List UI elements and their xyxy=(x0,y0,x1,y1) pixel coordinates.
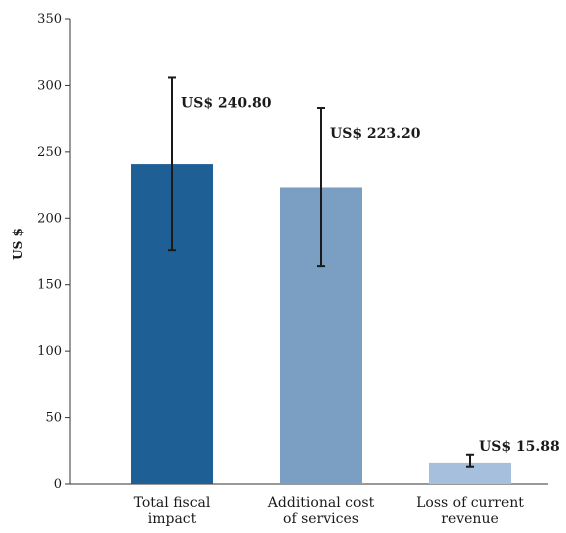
data-label: US$ 223.20 xyxy=(330,126,421,142)
y-tick-label: 300 xyxy=(37,78,62,93)
error-bars xyxy=(168,76,474,468)
y-tick-label: 150 xyxy=(37,278,62,293)
y-tick-label: 250 xyxy=(37,145,62,160)
x-category-label: Loss of current xyxy=(416,495,524,511)
x-category-label: of services xyxy=(283,511,359,527)
y-tick-label: 0 xyxy=(54,477,62,492)
data-label: US$ 15.88 xyxy=(479,439,560,455)
y-tick-label: 350 xyxy=(37,12,62,27)
y-tick-label: 200 xyxy=(37,211,62,226)
data-label: US$ 240.80 xyxy=(181,95,272,111)
y-axis-title: US $ xyxy=(11,228,25,260)
bar xyxy=(429,462,511,484)
x-category-label: impact xyxy=(148,511,197,527)
x-category-label: Total fiscal xyxy=(134,495,211,511)
x-category-label: revenue xyxy=(441,511,499,527)
y-tick-label: 50 xyxy=(45,411,62,426)
x-category-label: Additional cost xyxy=(267,495,375,511)
y-tick-label: 100 xyxy=(37,344,62,359)
axes: 0 50 100 150 200 250 300 350 xyxy=(37,12,548,492)
